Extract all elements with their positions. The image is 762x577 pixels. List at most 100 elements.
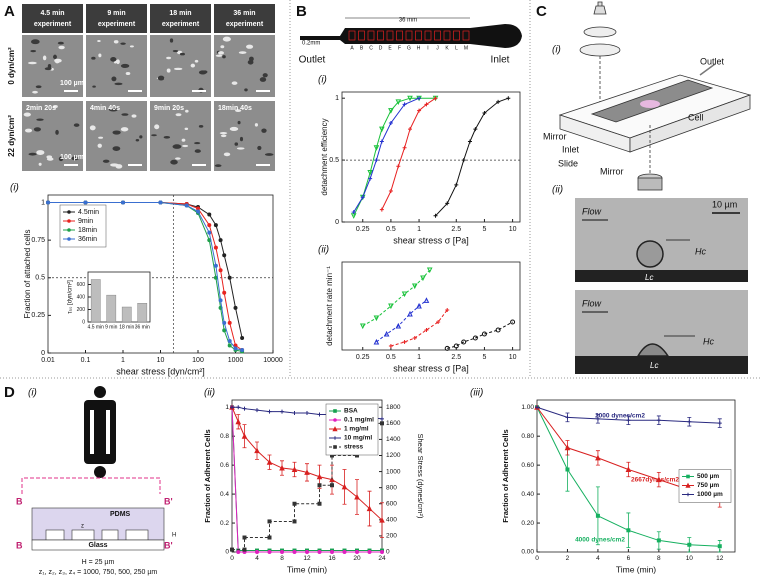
marker <box>417 108 422 113</box>
marker <box>374 158 379 163</box>
marker <box>467 139 472 144</box>
region <box>405 30 413 41</box>
cell <box>28 61 37 65</box>
marker <box>373 145 380 151</box>
marker <box>595 416 600 421</box>
cell <box>636 343 670 357</box>
x-tick-label: 0.25 <box>356 354 370 361</box>
sub-label: (ii) <box>318 245 329 256</box>
cell <box>35 85 42 89</box>
x-tick-label: 8 <box>657 555 661 562</box>
region <box>462 30 470 41</box>
marker <box>379 517 385 523</box>
x-tick-label: 8 <box>280 555 284 562</box>
region-label: J <box>436 45 439 51</box>
row-label: 22 dyn/cm² <box>7 115 16 157</box>
marker <box>388 303 394 310</box>
marker <box>213 245 218 250</box>
marker <box>395 99 402 106</box>
cell <box>215 54 223 57</box>
marker <box>395 322 402 329</box>
marker <box>433 213 438 218</box>
marker <box>235 418 242 425</box>
marker <box>333 445 337 449</box>
series-line <box>232 422 382 551</box>
hc-label: Hc <box>695 246 706 256</box>
legend-label: 500 µm <box>697 473 719 480</box>
cell <box>30 49 37 53</box>
cell <box>52 104 58 109</box>
marker <box>686 492 690 497</box>
cell <box>28 152 37 156</box>
y-tick-label: 0 <box>41 350 45 357</box>
marker <box>687 419 692 424</box>
region <box>434 30 441 41</box>
marker <box>473 127 478 132</box>
marker <box>213 263 218 268</box>
marker <box>426 267 433 274</box>
x-axis-label: shear stress σ [Pa] <box>393 363 469 373</box>
marker <box>316 473 323 480</box>
legend-label: stress <box>344 444 364 451</box>
legend-label: 750 µm <box>697 482 719 489</box>
bar <box>106 294 117 323</box>
cell-region <box>640 100 660 108</box>
bar <box>137 303 148 323</box>
cell <box>246 44 254 49</box>
time-label: 9min 20s <box>154 105 184 112</box>
flow-label: Flow <box>582 298 602 308</box>
marker <box>236 405 241 410</box>
cell <box>36 118 44 121</box>
y2-tick-label: 1600 <box>386 420 401 427</box>
marker <box>267 519 272 524</box>
slot <box>90 410 94 454</box>
marker <box>379 207 384 212</box>
marker <box>656 418 661 423</box>
marker <box>565 415 570 420</box>
label: Slide <box>558 158 578 168</box>
cell <box>58 45 65 50</box>
marker <box>317 501 322 506</box>
cell <box>151 134 157 137</box>
channel <box>300 24 522 48</box>
marker <box>685 482 691 488</box>
y-tick-label: 0.20 <box>521 520 534 527</box>
x-tick-label: 36 min <box>135 324 150 330</box>
sub-label: (ii) <box>204 388 215 399</box>
marker <box>207 230 212 235</box>
objective <box>593 1 607 15</box>
cell <box>264 153 274 156</box>
legend-label: 9min <box>78 218 93 225</box>
micrograph <box>86 101 147 171</box>
marker <box>233 346 238 351</box>
cell <box>231 81 238 85</box>
x-tick-label: 4.5 min <box>88 324 105 330</box>
legend-label: 18min <box>78 227 97 234</box>
cell <box>73 123 80 127</box>
marker <box>380 416 384 421</box>
y2-tick-label: 0 <box>386 549 390 556</box>
scale-label: 100 µm <box>60 80 84 87</box>
cell <box>184 127 189 131</box>
series-line <box>362 269 431 327</box>
x-tick-label: 0.01 <box>41 357 55 364</box>
series-line <box>353 97 436 217</box>
marker <box>402 145 407 150</box>
marker <box>330 550 334 554</box>
surface <box>575 270 748 282</box>
x-tick-label: 1000 <box>228 357 244 364</box>
marker <box>267 550 272 554</box>
marker <box>267 409 272 414</box>
marker <box>355 453 359 458</box>
marker <box>496 99 501 104</box>
marker <box>292 411 297 416</box>
x-tick-label: 5 <box>482 226 486 233</box>
x-axis-label: Time (min) <box>616 564 656 574</box>
y-tick-label: 0 <box>225 549 229 556</box>
region-label: D <box>379 45 383 51</box>
series-line <box>353 97 420 213</box>
cell <box>262 73 268 78</box>
cell <box>125 71 131 76</box>
marker <box>317 412 322 417</box>
cell <box>222 36 231 42</box>
